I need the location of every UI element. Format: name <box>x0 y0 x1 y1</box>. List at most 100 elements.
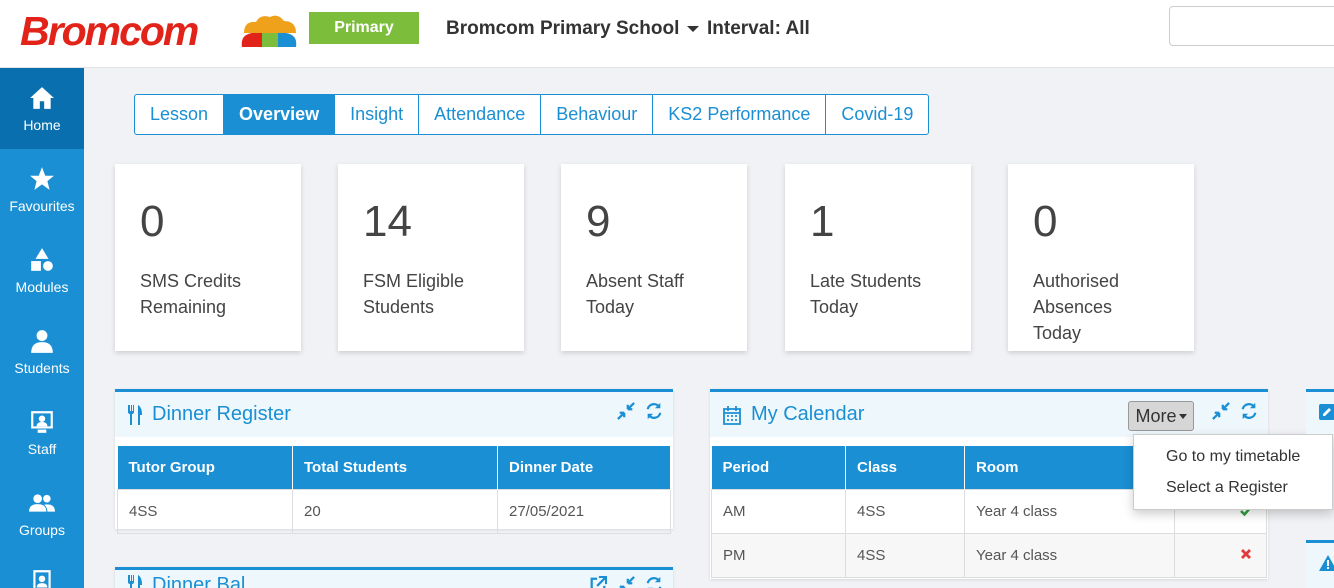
cross-icon[interactable] <box>1240 548 1252 560</box>
kpi-card-late-students[interactable]: 1 Late Students Today <box>785 164 971 351</box>
sidebar-item-label: Staff <box>27 440 57 457</box>
kpi-label: Authorised Absences Today <box>1033 271 1120 343</box>
widget-header: Dinner Bal <box>115 570 673 588</box>
table-cell: Year 4 class <box>964 532 1175 578</box>
more-dropdown-menu: Go to my timetable Select a Register <box>1133 434 1333 510</box>
menu-item-go-to-timetable[interactable]: Go to my timetable <box>1166 448 1301 465</box>
star-icon <box>30 166 54 190</box>
table-cell: 4SS <box>845 532 965 578</box>
tab-insight[interactable]: Insight <box>335 95 420 134</box>
sidebar-item-label: Students <box>14 359 70 376</box>
sidebar-item-students[interactable]: Students <box>0 311 84 392</box>
widget-header: My Calendar More <box>710 392 1268 437</box>
tab-lesson[interactable]: Lesson <box>135 95 225 134</box>
kpi-value: 1 <box>810 197 835 246</box>
dinner-register-widget: Dinner Register Tutor Group Total Studen… <box>115 389 673 534</box>
widget-header <box>1306 392 1334 434</box>
external-link-icon[interactable] <box>589 576 607 588</box>
kpi-value: 14 <box>363 197 412 246</box>
more-button[interactable]: More <box>1128 401 1194 431</box>
widget-title: Dinner Bal <box>152 573 246 588</box>
my-calendar-widget: My Calendar More Period Class Room AM 4S… <box>710 389 1268 579</box>
tab-attendance[interactable]: Attendance <box>419 95 542 134</box>
home-icon <box>30 86 54 109</box>
kpi-card-sms-credits[interactable]: 0 SMS Credits Remaining <box>115 164 301 351</box>
table-cell: AM <box>711 488 846 534</box>
sidebar: Home Favourites Modules Students Staff G… <box>0 68 84 588</box>
staff-icon <box>31 410 53 433</box>
sidebar-item-staff[interactable]: Staff <box>0 392 84 473</box>
table-row[interactable]: 4SS 20 27/05/2021 <box>117 488 671 534</box>
kpi-card-absent-staff[interactable]: 9 Absent Staff Today <box>561 164 747 351</box>
table-cell: 4SS <box>845 488 965 534</box>
warning-icon <box>1319 555 1334 571</box>
top-header: Bromcom Primary Bromcom Primary School I… <box>0 0 1334 68</box>
column-header[interactable]: Tutor Group <box>117 446 293 489</box>
group-icon <box>29 493 55 512</box>
school-selector[interactable]: Bromcom Primary School <box>446 18 700 40</box>
refresh-icon[interactable] <box>645 576 663 588</box>
kpi-value: 0 <box>1033 197 1058 246</box>
table-header-row: Tutor Group Total Students Dinner Date <box>117 446 671 489</box>
phase-badge[interactable]: Primary <box>309 12 419 44</box>
school-name: Bromcom Primary School <box>446 18 680 39</box>
search-input[interactable] <box>1169 6 1334 46</box>
chevron-down-icon <box>687 26 700 32</box>
column-header[interactable]: Dinner Date <box>497 446 671 489</box>
kpi-card-fsm-eligible[interactable]: 14 FSM Eligible Students <box>338 164 524 351</box>
edit-icon[interactable] <box>1319 404 1334 420</box>
cutlery-icon <box>128 575 142 588</box>
bromcom-logo[interactable]: Bromcom <box>20 8 199 54</box>
sidebar-item-more[interactable] <box>0 554 84 588</box>
user-icon <box>31 329 53 353</box>
sidebar-item-groups[interactable]: Groups <box>0 473 84 554</box>
kpi-label: FSM Eligible Students <box>363 271 465 317</box>
sidebar-item-label: Home <box>23 116 61 133</box>
kpi-label: Absent Staff Today <box>586 271 684 317</box>
kpi-card-authorised-absences[interactable]: 0 Authorised Absences Today <box>1008 164 1194 351</box>
sidebar-item-modules[interactable]: Modules <box>0 230 84 311</box>
kpi-label: Late Students Today <box>810 271 922 317</box>
table-row[interactable]: AM 4SS Year 4 class <box>711 488 1267 534</box>
table-cell: 27/05/2021 <box>497 488 671 534</box>
table-cell <box>1174 532 1267 578</box>
shapes-icon <box>31 247 53 271</box>
refresh-icon[interactable] <box>645 402 663 420</box>
collapse-icon[interactable] <box>617 402 635 420</box>
column-header[interactable]: Total Students <box>292 446 498 489</box>
table-cell: 20 <box>292 488 498 534</box>
kpi-value: 9 <box>586 197 611 246</box>
refresh-icon[interactable] <box>1240 402 1258 420</box>
table-cell: PM <box>711 532 846 578</box>
sidebar-item-label: Modules <box>15 278 69 295</box>
sidebar-item-home[interactable]: Home <box>0 68 84 149</box>
partial-widget-right-bottom <box>1306 540 1334 588</box>
dashboard-tabs: Lesson Overview Insight Attendance Behav… <box>134 94 930 135</box>
chevron-down-icon <box>1178 413 1187 419</box>
sidebar-item-label: Favourites <box>9 197 75 214</box>
dinner-balance-widget: Dinner Bal <box>115 567 673 588</box>
bromcom-cloud-logo-icon <box>241 15 297 47</box>
partial-widget-right-top <box>1306 389 1334 434</box>
more-button-label: More <box>1135 405 1177 426</box>
sidebar-item-favourites[interactable]: Favourites <box>0 149 84 230</box>
table-row[interactable]: PM 4SS Year 4 class <box>711 532 1267 578</box>
widget-title: Dinner Register <box>152 403 291 425</box>
kpi-label: SMS Credits Remaining <box>140 271 242 317</box>
column-header[interactable]: Period <box>711 446 846 489</box>
collapse-icon[interactable] <box>1212 402 1230 420</box>
interval-label[interactable]: Interval: All <box>707 18 810 39</box>
contact-card-icon <box>33 570 51 588</box>
kpi-value: 0 <box>140 197 165 246</box>
tab-overview[interactable]: Overview <box>224 95 336 134</box>
dinner-register-table: Tutor Group Total Students Dinner Date 4… <box>117 446 671 534</box>
menu-item-select-register[interactable]: Select a Register <box>1166 479 1288 496</box>
table-cell: 4SS <box>117 488 293 534</box>
tab-ks2-performance[interactable]: KS2 Performance <box>653 95 827 134</box>
tab-covid-19[interactable]: Covid-19 <box>841 104 914 124</box>
widget-header <box>1306 543 1334 588</box>
widget-title: My Calendar <box>751 403 865 425</box>
column-header[interactable]: Class <box>845 446 965 489</box>
collapse-icon[interactable] <box>617 576 635 588</box>
tab-behaviour[interactable]: Behaviour <box>541 95 654 134</box>
